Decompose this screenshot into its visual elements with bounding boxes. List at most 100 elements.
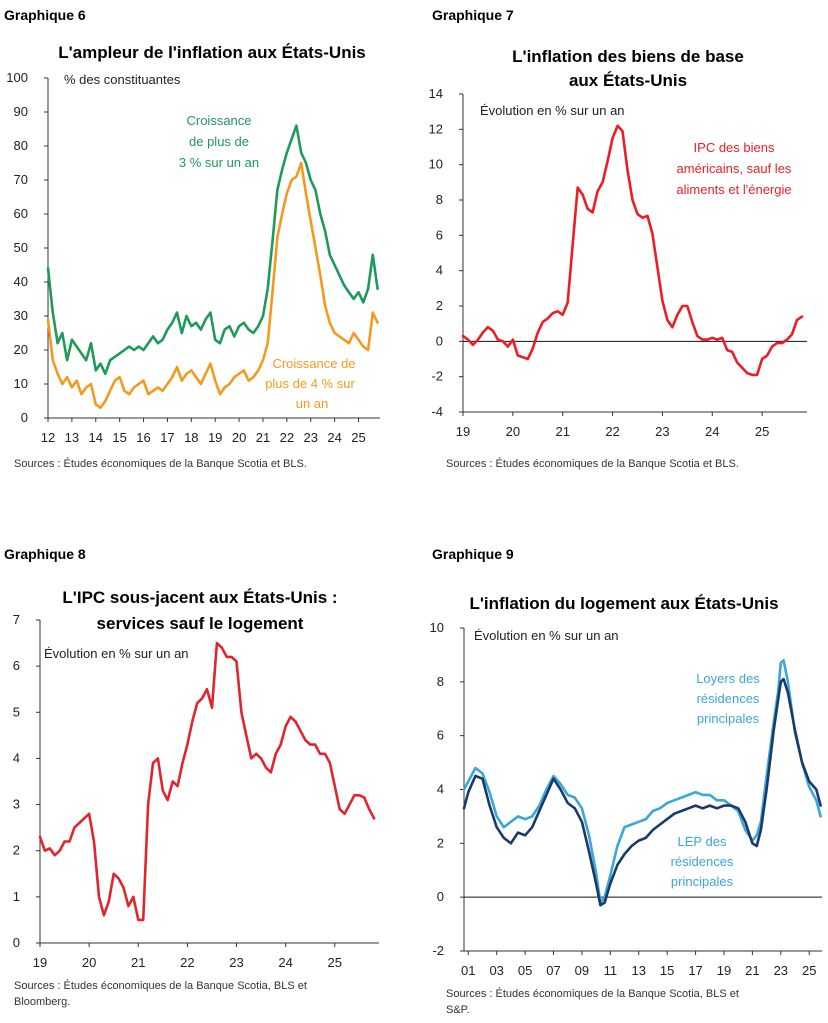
chart-9-annotation-line: résidences (671, 854, 734, 869)
x-tick-label: 21 (555, 424, 569, 439)
y-tick-label: 14 (429, 86, 443, 101)
chart-6-annotation-line: Croissance (186, 113, 251, 128)
x-tick-label: 22 (605, 424, 619, 439)
x-tick-label: 17 (160, 430, 174, 445)
y-tick-label: 12 (429, 121, 443, 136)
y-tick-label: 8 (437, 674, 444, 689)
x-tick-label: 21 (745, 963, 759, 978)
chart-9-plot: -2 0 2 4 6 8 10 01 03 05 07 09 11 13 15 17 19 21 23 25 (430, 620, 822, 978)
series-line-1 (38, 641, 376, 922)
chart-6-svg: Graphique 6 L'ampleur de l'inflation aux… (4, 7, 380, 470)
chart-9-annotation-line: résidences (697, 691, 760, 706)
chart-8-unit-label: Évolution en % sur un an (44, 646, 189, 661)
chart-7-title: aux États-Unis (569, 71, 687, 90)
chart-9-unit-label: Évolution en % sur un an (474, 628, 619, 643)
chart-7-source: Sources : Études économiques de la Banqu… (446, 457, 739, 470)
chart-7-unit-label: Évolution en % sur un an (480, 103, 625, 118)
x-tick-label: 19 (717, 963, 731, 978)
x-tick-label: 09 (575, 963, 589, 978)
x-tick-label: 13 (65, 430, 79, 445)
x-tick-label: 21 (131, 955, 145, 970)
x-tick-label: 25 (802, 963, 816, 978)
series-line-2 (462, 677, 822, 907)
x-tick-label: 25 (328, 955, 342, 970)
x-tick-label: 19 (456, 424, 470, 439)
chart-panel-9: Graphique 9 L'inflation du logement aux … (414, 511, 828, 1022)
x-tick-label: 20 (232, 430, 246, 445)
y-tick-label: 2 (13, 843, 20, 858)
x-tick-label: 15 (660, 963, 674, 978)
y-tick-label: 2 (436, 298, 443, 313)
chart-7-annotation-line: IPC des biens (694, 140, 775, 155)
chart-6-annotation-line: un an (296, 396, 329, 411)
x-tick-label: 16 (136, 430, 150, 445)
chart-7-title: L'inflation des biens de base (512, 47, 744, 66)
chart-7-annotation-line: américains, sauf les (677, 161, 792, 176)
chart-panel-6: Graphique 6 L'ampleur de l'inflation aux… (0, 0, 414, 511)
chart-8-title: services sauf le logement (97, 614, 304, 633)
chart-9-source: S&P. (446, 1004, 470, 1016)
x-tick-label: 22 (280, 430, 294, 445)
y-tick-label: 60 (14, 206, 28, 221)
chart-8-source: Sources : Études économiques de la Banqu… (14, 979, 307, 992)
chart-6-annotation-line: de plus de (189, 134, 249, 149)
x-tick-label: 23 (303, 430, 317, 445)
x-tick-label: 01 (461, 963, 475, 978)
y-tick-label: 0 (13, 935, 20, 950)
y-tick-label: 6 (436, 227, 443, 242)
chart-6-source: Sources : Études économiques de la Banqu… (14, 457, 307, 470)
y-tick-label: 20 (14, 342, 28, 357)
y-tick-label: 0 (437, 889, 444, 904)
x-tick-label: 23 (774, 963, 788, 978)
chart-7-annotation-line: aliments et l'énergie (676, 182, 791, 197)
x-tick-label: 11 (604, 963, 618, 978)
y-tick-label: 0 (436, 333, 443, 348)
y-tick-label: 4 (436, 263, 443, 278)
chart-8-svg: Graphique 8 L'IPC sous-jacent aux États-… (4, 546, 379, 1008)
chart-9-annotation-line: principales (671, 874, 734, 889)
y-tick-label: 70 (14, 172, 28, 187)
x-tick-label: 21 (256, 430, 270, 445)
y-tick-label: 10 (14, 376, 28, 391)
chart-9-title: L'inflation du logement aux États-Unis (469, 594, 778, 613)
chart-6-annotation-line: plus de 4 % sur (265, 376, 355, 391)
series-line-2 (46, 161, 379, 410)
y-tick-label: 90 (14, 104, 28, 119)
chart-6-title: L'ampleur de l'inflation aux États-Unis (58, 43, 366, 62)
y-tick-label: 7 (13, 612, 20, 627)
x-tick-label: 17 (688, 963, 702, 978)
x-tick-label: 05 (518, 963, 532, 978)
y-tick-label: -2 (432, 943, 444, 958)
series-line-1 (461, 124, 804, 377)
y-tick-label: 3 (13, 797, 20, 812)
x-tick-label: 18 (184, 430, 198, 445)
y-tick-label: 4 (437, 782, 444, 797)
x-tick-label: 20 (506, 424, 520, 439)
chart-6-figure-label: Graphique 6 (4, 7, 86, 23)
y-tick-label: 100 (6, 70, 28, 85)
chart-9-annotation-line: principales (697, 711, 760, 726)
x-tick-label: 25 (351, 430, 365, 445)
y-tick-label: 10 (430, 620, 444, 635)
y-tick-label: 6 (437, 728, 444, 743)
chart-7-figure-label: Graphique 7 (432, 7, 514, 23)
y-tick-label: -4 (431, 404, 443, 419)
y-tick-label: 6 (13, 658, 20, 673)
y-tick-label: 2 (437, 835, 444, 850)
chart-panel-7: Graphique 7 L'inflation des biens de bas… (414, 0, 828, 511)
x-tick-label: 24 (278, 955, 292, 970)
chart-8-source: Bloomberg. (14, 996, 70, 1008)
x-tick-label: 19 (208, 430, 222, 445)
x-tick-label: 24 (327, 430, 341, 445)
y-tick-label: 0 (21, 410, 28, 425)
y-tick-label: 80 (14, 138, 28, 153)
y-tick-label: 40 (14, 274, 28, 289)
x-tick-label: 20 (82, 955, 96, 970)
x-tick-label: 15 (112, 430, 126, 445)
chart-6-plot: 0 10 20 30 40 50 60 70 80 90 100 12 13 14 15 16 17 18 19 20… (6, 70, 380, 445)
y-tick-label: 10 (429, 157, 443, 172)
chart-9-annotation-line: Loyers des (696, 671, 760, 686)
y-tick-label: 30 (14, 308, 28, 323)
x-tick-label: 22 (180, 955, 194, 970)
